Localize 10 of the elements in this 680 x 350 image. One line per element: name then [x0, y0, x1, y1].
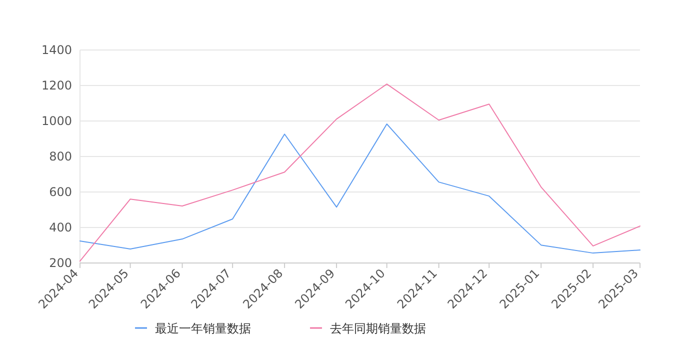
y-tick-label: 400	[49, 220, 72, 234]
line-series	[80, 124, 640, 254]
y-tick-label: 800	[49, 150, 72, 164]
y-tick-label: 1200	[41, 78, 72, 92]
y-tick-label: 1400	[41, 43, 72, 57]
y-tick-label: 600	[49, 185, 72, 199]
y-tick-label: 1000	[41, 114, 72, 128]
legend-label: 最近一年销量数据	[155, 322, 251, 336]
y-tick-label: 200	[49, 256, 72, 270]
legend-label: 去年同期销量数据	[330, 322, 426, 336]
